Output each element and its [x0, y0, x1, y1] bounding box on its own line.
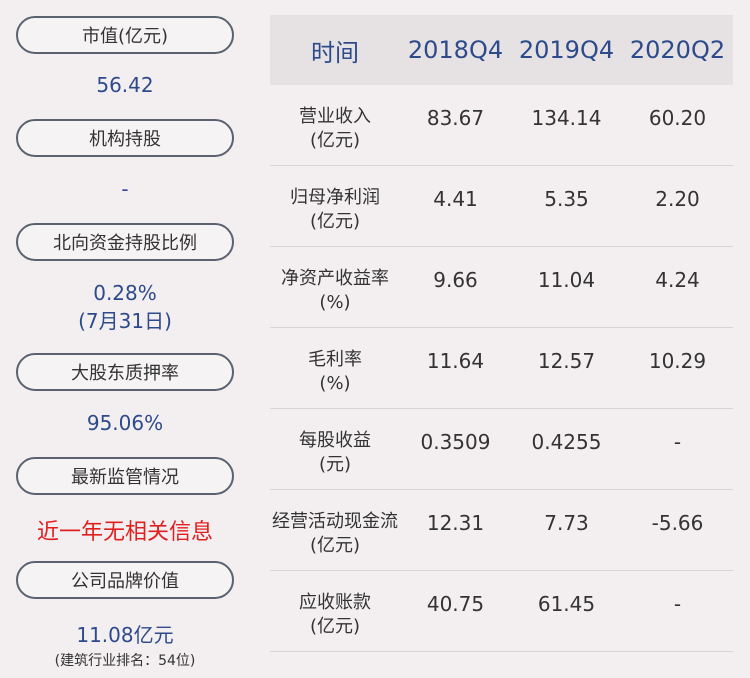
brand-value-rank: (建筑行业排名：54位): [54, 653, 196, 669]
table-cell: -5.66: [651, 511, 704, 535]
row-label: 经营活动现金流 (亿元): [272, 511, 398, 556]
table-row: 毛利率 (%) 11.64 12.57 10.29: [270, 328, 733, 409]
header-col: 2018Q4: [407, 36, 504, 64]
regulatory-status-label: 最新监管情况: [16, 457, 234, 495]
brand-value: 11.08亿元 (建筑行业排名：54位): [0, 619, 250, 670]
header-period: 时间: [311, 38, 359, 67]
row-label: 归母净利润 (亿元): [290, 187, 380, 232]
table-row: 经营活动现金流 (亿元) 12.31 7.73 -5.66: [270, 490, 733, 571]
row-label: 应收账款 (亿元): [299, 592, 371, 637]
row-label: 毛利率 (%): [308, 349, 362, 394]
financial-table: 时间 2018Q4 2019Q4 2020Q2 营业收入 (亿元) 83.67 1…: [270, 15, 733, 652]
table-row: 营业收入 (亿元) 83.67 134.14 60.20: [270, 85, 733, 166]
row-label: 每股收益 (元): [299, 430, 371, 475]
table-row: 归母净利润 (亿元) 4.41 5.35 2.20: [270, 166, 733, 247]
table-cell: 9.66: [433, 268, 478, 292]
table-cell: -: [673, 430, 682, 454]
table-row: 每股收益 (元) 0.3509 0.4255 -: [270, 409, 733, 490]
market-cap-label: 市值(亿元): [16, 16, 234, 54]
table-cell: 61.45: [537, 592, 596, 616]
table-cell: 0.3509: [420, 430, 491, 454]
left-panel: 市值(亿元) 56.42 机构持股 - 北向资金持股比例 0.28% (7月31…: [0, 0, 250, 678]
institutional-holding-value: -: [121, 177, 129, 201]
header-col: 2020Q2: [629, 36, 726, 64]
institutional-holding-label: 机构持股: [16, 119, 234, 157]
row-label: 营业收入 (亿元): [299, 106, 371, 151]
table-cell: 12.31: [426, 511, 485, 535]
northbound-holding-percent: 0.28%: [93, 281, 157, 305]
table-cell: 11.04: [537, 268, 596, 292]
table-cell: 5.35: [544, 187, 589, 211]
table-cell: 11.64: [426, 349, 485, 373]
brand-value-amount: 11.08亿元: [76, 623, 174, 647]
northbound-holding-date: (7月31日): [78, 309, 172, 333]
row-label: 净资产收益率 (%): [281, 268, 389, 313]
table-row: 净资产收益率 (%) 9.66 11.04 4.24: [270, 247, 733, 328]
table-cell: 10.29: [648, 349, 707, 373]
table-cell: 83.67: [426, 106, 485, 130]
table-cell: 134.14: [531, 106, 602, 130]
table-header: 时间 2018Q4 2019Q4 2020Q2: [270, 15, 733, 85]
northbound-holding-label: 北向资金持股比例: [16, 223, 234, 261]
market-cap-value: 56.42: [96, 73, 154, 97]
table-cell: 60.20: [648, 106, 707, 130]
regulatory-status-value: 近一年无相关信息: [36, 520, 213, 545]
table-cell: 2.20: [655, 187, 700, 211]
pledge-ratio-value: 95.06%: [86, 411, 164, 435]
table-cell: 7.73: [544, 511, 589, 535]
northbound-holding-value: 0.28% (7月31日): [0, 281, 250, 334]
table-cell: 40.75: [426, 592, 485, 616]
header-col: 2019Q4: [518, 36, 615, 64]
table-cell: -: [673, 592, 682, 616]
pledge-ratio-label: 大股东质押率: [16, 353, 234, 391]
table-cell: 4.24: [655, 268, 700, 292]
table-cell: 12.57: [537, 349, 596, 373]
table-row: 应收账款 (亿元) 40.75 61.45 -: [270, 571, 733, 652]
table-cell: 4.41: [433, 187, 478, 211]
table-cell: 0.4255: [531, 430, 602, 454]
brand-value-label: 公司品牌价值: [16, 561, 234, 599]
